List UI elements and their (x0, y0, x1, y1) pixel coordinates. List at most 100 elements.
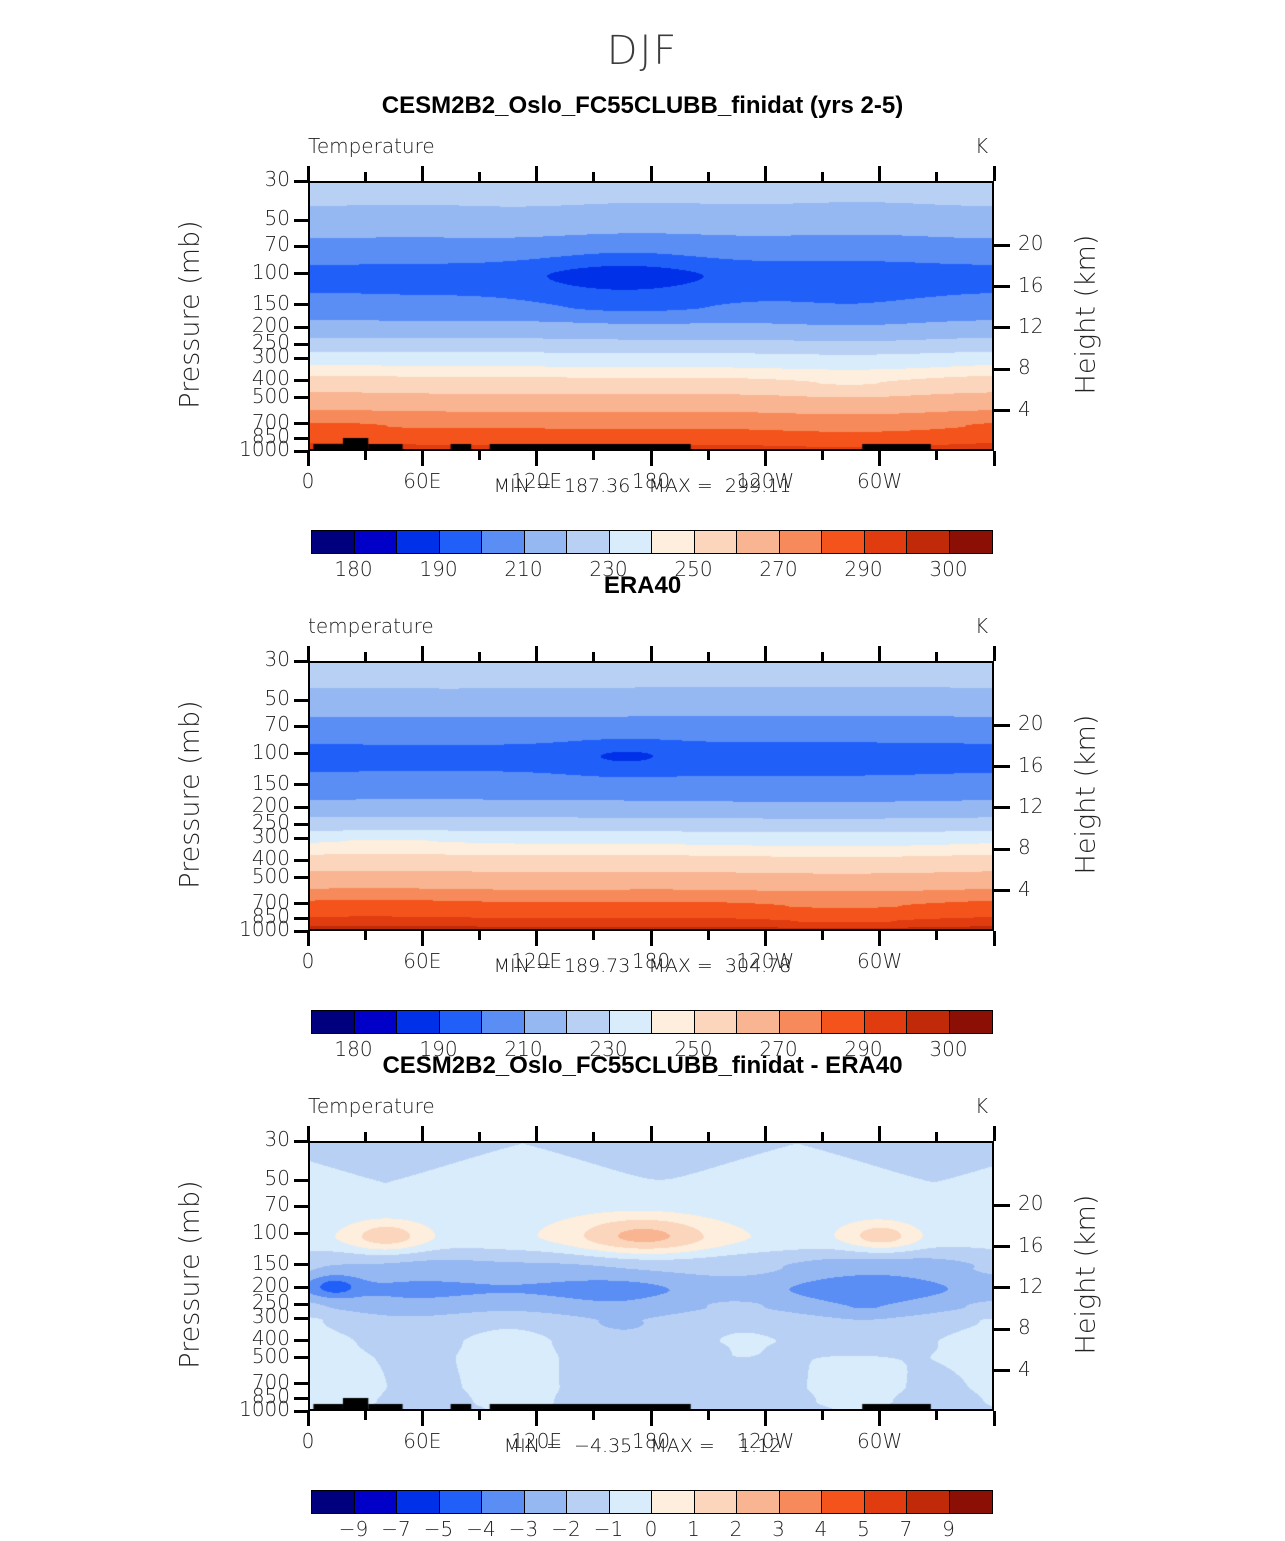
contour-plot (308, 181, 994, 451)
x-tick-label: 0 (301, 949, 315, 973)
height-tick (994, 723, 1010, 727)
x-tick-label: 60W (857, 1429, 903, 1453)
colorbar-segment (524, 1491, 567, 1513)
pressure-tick-label: 250 (251, 330, 290, 355)
height-tick (994, 889, 1010, 893)
colorbar-tick-label: 190 (419, 557, 458, 581)
x-tick-top (649, 166, 653, 181)
height-tick (994, 847, 1010, 851)
x-tick-top (306, 646, 310, 661)
x-tick-top (878, 1126, 882, 1141)
pressure-tick (294, 325, 309, 329)
colorbar-labels: −9 −7 −5 −4 −3 −2 −1 0 1 2 3 4 5 7 9 (311, 1517, 991, 1541)
x-tick-bottom (363, 931, 367, 940)
x-tick-bottom (992, 931, 996, 946)
x-tick-bottom (821, 931, 824, 940)
panel-title: CESM2B2_Oslo_FC55CLUBB_finidat - ERA40 (382, 1052, 903, 1079)
panel-unit-label: K (975, 134, 989, 158)
pressure-tick-label: 150 (251, 1250, 290, 1275)
x-tick-top (535, 166, 539, 181)
colorbar-segment (567, 1011, 610, 1033)
pressure-tick-label: 500 (251, 863, 290, 888)
pressure-tick (294, 244, 309, 248)
x-tick-top (935, 172, 939, 181)
pressure-tick-label: 1000 (239, 1397, 290, 1421)
contour-canvas (310, 183, 992, 449)
colorbar-segment (864, 531, 907, 553)
x-tick-bottom (535, 931, 539, 946)
colorbar-segment (312, 1011, 355, 1033)
x-tick-top (706, 652, 710, 661)
x-tick-bottom (706, 1411, 710, 1420)
pressure-tick-label: 850 (251, 904, 290, 929)
pressure-tick-label: 1000 (239, 917, 290, 941)
height-tick-label: 4 (1018, 1356, 1031, 1381)
panel-unit-label: K (975, 614, 989, 638)
height-tick (994, 765, 1010, 769)
pressure-tick-label: 200 (251, 313, 290, 338)
colorbar-tick-label: 180 (334, 1037, 373, 1061)
height-tick (994, 806, 1010, 810)
x-tick-bottom (763, 451, 767, 466)
pressure-tick-label: 500 (251, 1343, 290, 1368)
x-tick-label: 180 (631, 469, 671, 493)
panel-title: CESM2B2_Oslo_FC55CLUBB_finidat (yrs 2-5) (381, 92, 904, 119)
x-tick-bottom (878, 931, 882, 946)
height-tick-label: 16 (1018, 1232, 1044, 1257)
colorbar-segment (822, 1491, 865, 1513)
x-tick-bottom (478, 1411, 481, 1420)
pressure-tick-label: 70 (264, 712, 290, 737)
x-tick-bottom (306, 451, 310, 466)
height-tick-label: 12 (1018, 1273, 1044, 1298)
colorbar (311, 1490, 993, 1514)
height-tick (994, 1286, 1010, 1290)
height-tick (994, 1327, 1010, 1331)
colorbar-segment (694, 531, 737, 553)
colorbar-segment (482, 1491, 525, 1513)
pressure-tick (294, 1316, 309, 1320)
height-tick (994, 1203, 1010, 1207)
x-tick-top (821, 172, 824, 181)
x-tick-bottom (535, 451, 539, 466)
pressure-tick (294, 1382, 309, 1386)
pressure-tick (294, 836, 309, 840)
pressure-tick (294, 272, 309, 276)
pressure-tick (294, 449, 309, 453)
colorbar-tick-label: 180 (334, 557, 373, 581)
x-tick-label: 180 (631, 1429, 671, 1453)
x-tick-label: 60E (403, 1429, 442, 1453)
colorbar-tick-label: 290 (844, 1037, 883, 1061)
pressure-tick-label: 30 (264, 167, 290, 191)
pressure-tick (294, 858, 309, 862)
x-tick-top (592, 1132, 596, 1141)
pressure-tick-label: 200 (251, 1273, 290, 1298)
colorbar-tick-label: 270 (759, 1037, 798, 1061)
x-tick-bottom (706, 931, 710, 940)
x-tick-label: 120E (511, 949, 563, 973)
minmax-text: MIN = −4.35 MAX = 1.12 (503, 1435, 782, 1457)
pressure-tick-label: 50 (264, 686, 290, 711)
x-tick-top (935, 1132, 939, 1141)
colorbar-segment (609, 1491, 652, 1513)
pressure-tick-label: 70 (264, 232, 290, 257)
x-tick-bottom (420, 1411, 424, 1426)
x-tick-bottom (420, 451, 424, 466)
x-tick-bottom (992, 451, 996, 466)
x-tick-top (535, 646, 539, 661)
panel-variable-label: temperature (308, 614, 434, 638)
contour-plot (308, 1141, 994, 1411)
pressure-tick (294, 436, 309, 440)
panel-difference: CESM2B2_Oslo_FC55CLUBB_finidat - ERA40 T… (0, 1052, 1285, 1522)
pressure-tick-label: 400 (251, 846, 290, 871)
x-tick-bottom (649, 451, 653, 466)
pressure-tick (294, 1409, 309, 1413)
x-tick-top (992, 646, 996, 661)
x-tick-label: 120W (736, 469, 795, 493)
x-tick-top (706, 172, 710, 181)
x-tick-bottom (935, 1411, 939, 1420)
x-tick-top (420, 1126, 424, 1141)
colorbar-segment (694, 1491, 737, 1513)
x-tick-bottom (478, 931, 481, 940)
colorbar-segment (864, 1011, 907, 1033)
colorbar-segment (737, 1491, 780, 1513)
